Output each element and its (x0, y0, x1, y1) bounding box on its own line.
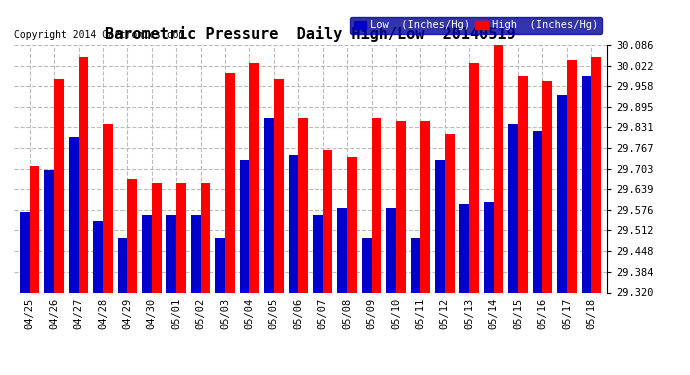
Bar (264, 118, 274, 292)
Bar (557, 95, 567, 292)
Bar (225, 73, 235, 292)
Bar (386, 209, 396, 292)
Bar (445, 134, 455, 292)
Bar (313, 215, 323, 292)
Bar (435, 160, 445, 292)
Bar (591, 57, 601, 292)
Bar (69, 137, 79, 292)
Bar (20, 212, 30, 292)
Bar (411, 238, 420, 292)
Bar (128, 179, 137, 292)
Bar (30, 166, 39, 292)
Bar (582, 76, 591, 292)
Bar (298, 118, 308, 292)
Text: Copyright 2014 Cartronics.com: Copyright 2014 Cartronics.com (14, 30, 184, 40)
Bar (250, 63, 259, 292)
Bar (396, 121, 406, 292)
Bar (484, 202, 493, 292)
Bar (493, 45, 504, 292)
Bar (567, 60, 577, 292)
Bar (337, 209, 347, 292)
Bar (323, 150, 333, 292)
Bar (347, 157, 357, 292)
Bar (533, 131, 542, 292)
Bar (79, 57, 88, 292)
Bar (239, 160, 250, 292)
Bar (509, 124, 518, 292)
Bar (166, 215, 176, 292)
Bar (152, 183, 161, 292)
Bar (54, 79, 64, 292)
Bar (518, 76, 528, 292)
Title: Barometric Pressure  Daily High/Low  20140519: Barometric Pressure Daily High/Low 20140… (105, 27, 516, 42)
Bar (176, 183, 186, 292)
Bar (288, 155, 298, 292)
Bar (371, 118, 382, 292)
Bar (274, 79, 284, 292)
Bar (542, 81, 552, 292)
Bar (117, 238, 128, 292)
Bar (420, 121, 430, 292)
Bar (103, 124, 112, 292)
Bar (362, 238, 371, 292)
Bar (191, 215, 201, 292)
Bar (93, 221, 103, 292)
Bar (201, 183, 210, 292)
Bar (469, 63, 479, 292)
Bar (460, 204, 469, 292)
Bar (44, 170, 54, 292)
Bar (215, 238, 225, 292)
Legend: Low  (Inches/Hg), High  (Inches/Hg): Low (Inches/Hg), High (Inches/Hg) (350, 17, 602, 34)
Bar (142, 215, 152, 292)
